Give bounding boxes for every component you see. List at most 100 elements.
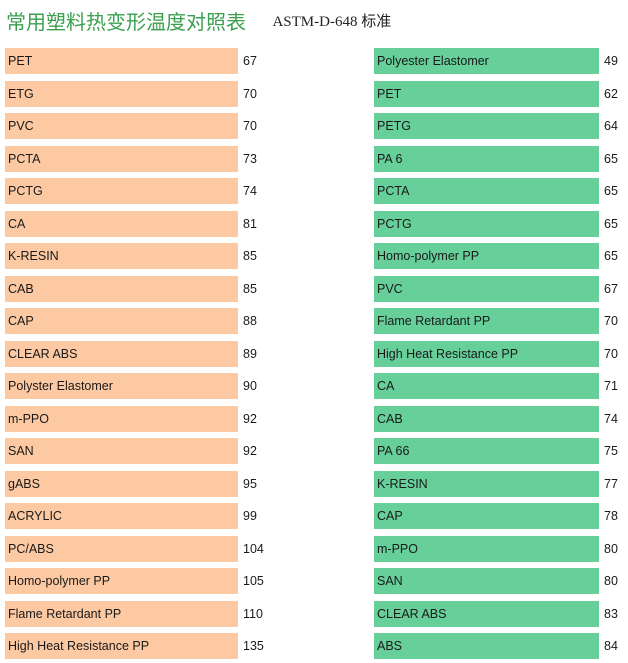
hdt-value: 80	[604, 541, 618, 556]
hdt-value: 110	[243, 606, 263, 621]
material-name: PCTA	[374, 178, 599, 205]
hdt-value: 62	[604, 86, 618, 101]
material-name: PA 66	[374, 438, 599, 465]
right-material-row: CA 71	[374, 370, 624, 403]
right-material-row: PETG 64	[374, 110, 624, 143]
hdt-value: 90	[243, 379, 257, 394]
material-name: PCTG	[374, 210, 599, 237]
left-material-row: K-RESIN 85	[5, 240, 271, 273]
hdt-value: 105	[243, 574, 264, 589]
hdt-value: 70	[604, 314, 618, 329]
left-material-row: PET 67	[5, 45, 271, 78]
material-name: PA 6	[374, 145, 599, 172]
left-material-row: ETG 70	[5, 78, 271, 111]
hdt-value: 65	[604, 184, 618, 199]
hdt-value: 75	[604, 444, 618, 459]
hdt-value: 71	[604, 379, 618, 394]
material-name: CAB	[374, 405, 599, 432]
material-name: CLEAR ABS	[374, 600, 599, 627]
hdt-value: 65	[604, 216, 618, 231]
hdt-value: 85	[243, 249, 257, 264]
material-name: gABS	[5, 470, 238, 497]
material-name: ETG	[5, 80, 238, 107]
material-name: PCTA	[5, 145, 238, 172]
material-name: CA	[374, 373, 599, 400]
right-material-row: Homo-polymer PP 65	[374, 240, 624, 273]
hdt-value: 70	[243, 86, 257, 101]
material-name: CAP	[5, 308, 238, 335]
material-name: PET	[5, 48, 238, 75]
left-material-row: PCTA 73	[5, 143, 271, 176]
left-material-row: PC/ABS 104	[5, 533, 271, 566]
material-name: PETG	[374, 113, 599, 140]
hdt-value: 92	[243, 411, 257, 426]
right-material-row: High Heat Resistance PP 70	[374, 338, 624, 371]
material-name: PET	[374, 80, 599, 107]
material-name: High Heat Resistance PP	[5, 633, 238, 660]
hdt-value: 84	[604, 639, 618, 654]
hdt-value: 135	[243, 639, 264, 654]
hdt-value: 81	[243, 216, 257, 231]
right-material-row: CAP 78	[374, 500, 624, 533]
hdt-value: 64	[604, 119, 618, 134]
right-material-row: CLEAR ABS 83	[374, 598, 624, 631]
hdt-value: 83	[604, 606, 618, 621]
left-material-row: High Heat Resistance PP 135	[5, 630, 271, 663]
material-name: PVC	[374, 275, 599, 302]
right-material-row: PET 62	[374, 78, 624, 111]
left-material-row: Homo-polymer PP 105	[5, 565, 271, 598]
left-material-row: SAN 92	[5, 435, 271, 468]
material-name: CAP	[374, 503, 599, 530]
hdt-value: 67	[243, 54, 257, 69]
hdt-value: 85	[243, 281, 257, 296]
page-title: 常用塑料热变形温度对照表	[6, 10, 246, 34]
right-material-row: PCTA 65	[374, 175, 624, 208]
hdt-value: 49	[604, 54, 618, 69]
right-material-row: K-RESIN 77	[374, 468, 624, 501]
hdt-value: 74	[604, 411, 618, 426]
left-material-row: Flame Retardant PP 110	[5, 598, 271, 631]
left-material-row: PCTG 74	[5, 175, 271, 208]
right-material-row: ABS 84	[374, 630, 624, 663]
hdt-value: 80	[604, 574, 618, 589]
material-name: SAN	[374, 568, 599, 595]
material-name: PCTG	[5, 178, 238, 205]
right-material-row: Polyester Elastomer 49	[374, 45, 624, 78]
hdt-value: 88	[243, 314, 257, 329]
left-material-row: CLEAR ABS 89	[5, 338, 271, 371]
material-name: Homo-polymer PP	[5, 568, 238, 595]
hdt-value: 78	[604, 509, 618, 524]
material-name: Flame Retardant PP	[374, 308, 599, 335]
hdt-value: 89	[243, 346, 257, 361]
hdt-value: 65	[604, 151, 618, 166]
right-material-row: SAN 80	[374, 565, 624, 598]
material-name: K-RESIN	[5, 243, 238, 270]
hdt-value: 65	[604, 249, 618, 264]
left-material-row: PVC 70	[5, 110, 271, 143]
right-material-row: CAB 74	[374, 403, 624, 436]
page-header: 常用塑料热变形温度对照表 ASTM-D-648 标准	[6, 6, 391, 34]
hdt-value: 99	[243, 509, 257, 524]
material-name: m-PPO	[5, 405, 238, 432]
material-name: m-PPO	[374, 535, 599, 562]
hdt-value: 70	[243, 119, 257, 134]
left-material-row: ACRYLIC 99	[5, 500, 271, 533]
material-name: High Heat Resistance PP	[374, 340, 599, 367]
hdt-value: 70	[604, 346, 618, 361]
material-name: CAB	[5, 275, 238, 302]
hdt-value: 77	[604, 476, 618, 491]
standard-label: ASTM-D-648 标准	[272, 14, 392, 30]
material-name: Polyster Elastomer	[5, 373, 238, 400]
material-name: CA	[5, 210, 238, 237]
material-name: Flame Retardant PP	[5, 600, 238, 627]
right-material-row: PA 6 65	[374, 143, 624, 176]
hdt-value: 104	[243, 541, 264, 556]
right-material-row: Flame Retardant PP 70	[374, 305, 624, 338]
right-material-row: PA 66 75	[374, 435, 624, 468]
material-name: PC/ABS	[5, 535, 238, 562]
material-name: Homo-polymer PP	[374, 243, 599, 270]
hdt-value: 67	[604, 281, 618, 296]
material-name: CLEAR ABS	[5, 340, 238, 367]
material-name: PVC	[5, 113, 238, 140]
right-column: Polyester Elastomer 49 PET 62 PETG 64 PA 6 65 PC…	[374, 45, 624, 663]
